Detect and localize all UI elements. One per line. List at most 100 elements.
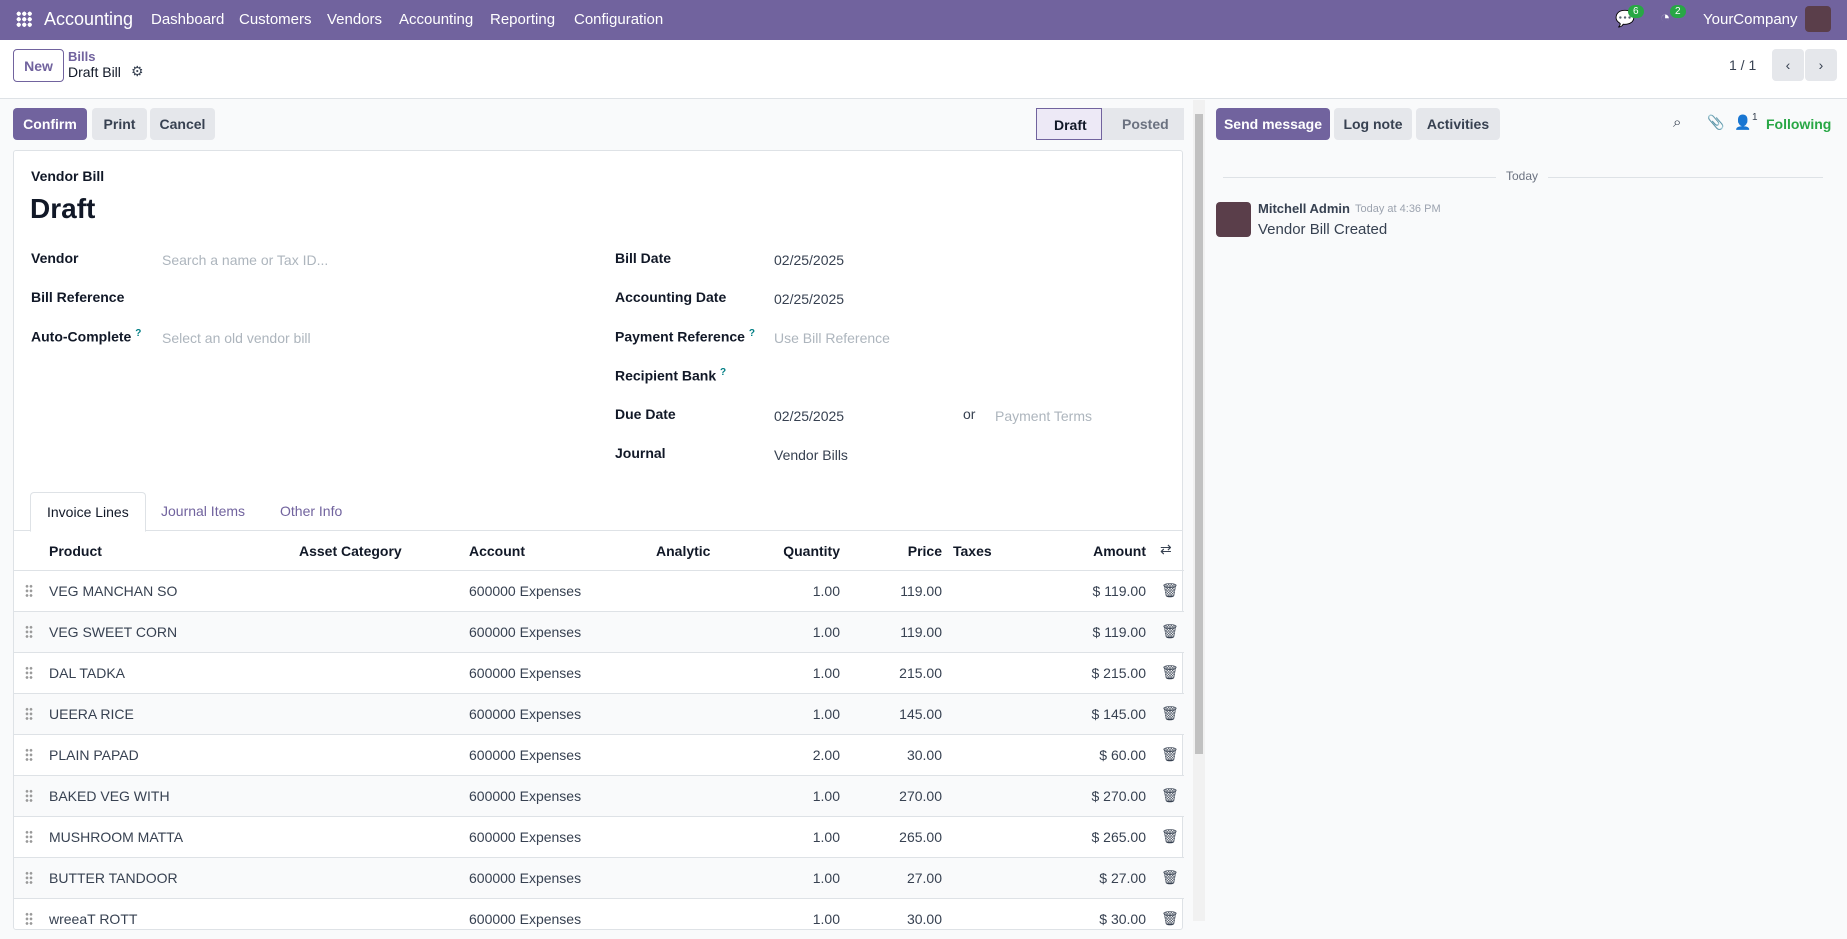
trash-icon[interactable]: 🗑: [1161, 787, 1179, 803]
drag-handle-icon[interactable]: [25, 830, 33, 844]
menu-reporting[interactable]: Reporting: [490, 11, 556, 28]
cell-price[interactable]: 30.00: [906, 911, 942, 927]
menu-accounting[interactable]: Accounting: [399, 11, 474, 28]
cell-quantity[interactable]: 1.00: [812, 583, 840, 599]
new-button[interactable]: New: [13, 49, 64, 82]
drag-handle-icon[interactable]: [25, 912, 33, 926]
attachment-icon[interactable]: 📎: [1707, 114, 1725, 130]
trash-icon[interactable]: 🗑: [1161, 828, 1179, 844]
cell-account[interactable]: 600000 Expenses: [469, 911, 582, 927]
col-taxes[interactable]: Taxes: [953, 543, 992, 559]
drag-handle-icon[interactable]: [25, 789, 33, 803]
help-icon[interactable]: ?: [748, 328, 755, 339]
status-draft[interactable]: Draft: [1036, 108, 1102, 140]
table-row[interactable]: PLAIN PAPAD 600000 Expenses 2.00 30.00 $…: [14, 734, 1184, 775]
table-row[interactable]: VEG SWEET CORN 600000 Expenses 1.00 119.…: [14, 611, 1184, 652]
table-row[interactable]: wreeaT ROTT 600000 Expenses 1.00 30.00 $…: [14, 898, 1184, 939]
tab-journal-items[interactable]: Journal Items: [161, 503, 246, 519]
cell-account[interactable]: 600000 Expenses: [469, 665, 582, 681]
drag-handle-icon[interactable]: [25, 748, 33, 762]
help-icon[interactable]: ?: [135, 328, 142, 339]
cell-quantity[interactable]: 1.00: [812, 870, 840, 886]
col-account[interactable]: Account: [469, 543, 525, 559]
bill-reference-input[interactable]: [162, 287, 582, 307]
cell-price[interactable]: 270.00: [899, 788, 942, 804]
cell-quantity[interactable]: 2.00: [812, 747, 840, 763]
bill-date-input[interactable]: 02/25/2025: [774, 252, 845, 268]
company-switcher[interactable]: YourCompany: [1703, 11, 1798, 28]
log-note-button[interactable]: Log note: [1334, 108, 1412, 140]
activities-button[interactable]: Activities: [1416, 108, 1500, 140]
cell-product[interactable]: MUSHROOM MATTA: [49, 829, 184, 845]
cell-quantity[interactable]: 1.00: [812, 624, 840, 640]
trash-icon[interactable]: 🗑: [1161, 910, 1179, 926]
search-icon[interactable]: ⌕: [1673, 114, 1682, 131]
cell-account[interactable]: 600000 Expenses: [469, 788, 582, 804]
following-button[interactable]: Following: [1766, 116, 1832, 132]
cancel-button[interactable]: Cancel: [150, 108, 215, 140]
cell-product[interactable]: UEERA RICE: [49, 706, 134, 722]
cell-price[interactable]: 265.00: [899, 829, 942, 845]
drag-handle-icon[interactable]: [25, 584, 33, 598]
trash-icon[interactable]: 🗑: [1161, 664, 1179, 680]
cell-product[interactable]: BUTTER TANDOOR: [49, 870, 178, 886]
cell-quantity[interactable]: 1.00: [812, 829, 840, 845]
drag-handle-icon[interactable]: [25, 871, 33, 885]
cell-product[interactable]: DAL TADKA: [49, 665, 125, 681]
recipient-bank-input[interactable]: [774, 367, 1174, 387]
cell-quantity[interactable]: 1.00: [812, 911, 840, 927]
help-icon[interactable]: ?: [720, 367, 727, 378]
menu-customers[interactable]: Customers: [239, 11, 312, 28]
col-asset-category[interactable]: Asset Category: [299, 543, 402, 559]
drag-handle-icon[interactable]: [25, 707, 33, 721]
trash-icon[interactable]: 🗑: [1161, 582, 1179, 598]
cell-quantity[interactable]: 1.00: [812, 706, 840, 722]
col-quantity[interactable]: Quantity: [783, 543, 840, 559]
payment-terms-input[interactable]: Payment Terms: [995, 408, 1092, 424]
col-amount[interactable]: Amount: [1093, 543, 1146, 559]
cell-account[interactable]: 600000 Expenses: [469, 747, 582, 763]
tab-other-info[interactable]: Other Info: [280, 503, 343, 519]
table-row[interactable]: MUSHROOM MATTA 600000 Expenses 1.00 265.…: [14, 816, 1184, 857]
breadcrumb-bills[interactable]: Bills: [68, 49, 96, 64]
cell-quantity[interactable]: 1.00: [812, 788, 840, 804]
trash-icon[interactable]: 🗑: [1161, 705, 1179, 721]
menu-configuration[interactable]: Configuration: [574, 11, 664, 28]
form-scrollbar[interactable]: [1193, 100, 1205, 921]
table-row[interactable]: BAKED VEG WITH 600000 Expenses 1.00 270.…: [14, 775, 1184, 816]
menu-dashboard[interactable]: Dashboard: [151, 11, 225, 28]
cell-account[interactable]: 600000 Expenses: [469, 624, 582, 640]
send-message-button[interactable]: Send message: [1216, 108, 1330, 140]
drag-handle-icon[interactable]: [25, 666, 33, 680]
cell-product[interactable]: PLAIN PAPAD: [49, 747, 139, 763]
cell-product[interactable]: VEG MANCHAN SO: [49, 583, 178, 599]
status-posted[interactable]: Posted: [1122, 116, 1169, 132]
optional-columns-icon[interactable]: ⇄: [1160, 541, 1172, 557]
table-row[interactable]: BUTTER TANDOOR 600000 Expenses 1.00 27.0…: [14, 857, 1184, 898]
table-row[interactable]: VEG MANCHAN SO 600000 Expenses 1.00 119.…: [14, 570, 1184, 611]
cell-account[interactable]: 600000 Expenses: [469, 829, 582, 845]
payment-reference-input[interactable]: Use Bill Reference: [774, 330, 890, 346]
cell-account[interactable]: 600000 Expenses: [469, 870, 582, 886]
cell-product[interactable]: wreeaT ROTT: [49, 911, 138, 927]
trash-icon[interactable]: 🗑: [1161, 623, 1179, 639]
cell-price[interactable]: 30.00: [906, 747, 942, 763]
col-analytic[interactable]: Analytic: [656, 543, 711, 559]
cell-price[interactable]: 119.00: [900, 624, 942, 640]
cell-price[interactable]: 215.00: [899, 665, 942, 681]
cell-price[interactable]: 27.00: [906, 870, 942, 886]
activities-icon[interactable]: ◔: [1660, 8, 1671, 27]
menu-vendors[interactable]: Vendors: [327, 11, 383, 28]
due-date-input[interactable]: 02/25/2025: [774, 408, 845, 424]
trash-icon[interactable]: 🗑: [1161, 869, 1179, 885]
cell-product[interactable]: VEG SWEET CORN: [49, 624, 178, 640]
followers-icon[interactable]: 👤: [1734, 114, 1752, 130]
confirm-button[interactable]: Confirm: [13, 108, 87, 140]
scrollbar-thumb[interactable]: [1195, 114, 1203, 754]
pager-prev-button[interactable]: ‹: [1772, 49, 1804, 81]
pager-next-button[interactable]: ›: [1805, 49, 1837, 81]
auto-complete-input[interactable]: Select an old vendor bill: [162, 330, 311, 346]
user-avatar[interactable]: [1805, 6, 1831, 32]
drag-handle-icon[interactable]: [25, 625, 33, 639]
accounting-date-input[interactable]: 02/25/2025: [774, 291, 845, 307]
